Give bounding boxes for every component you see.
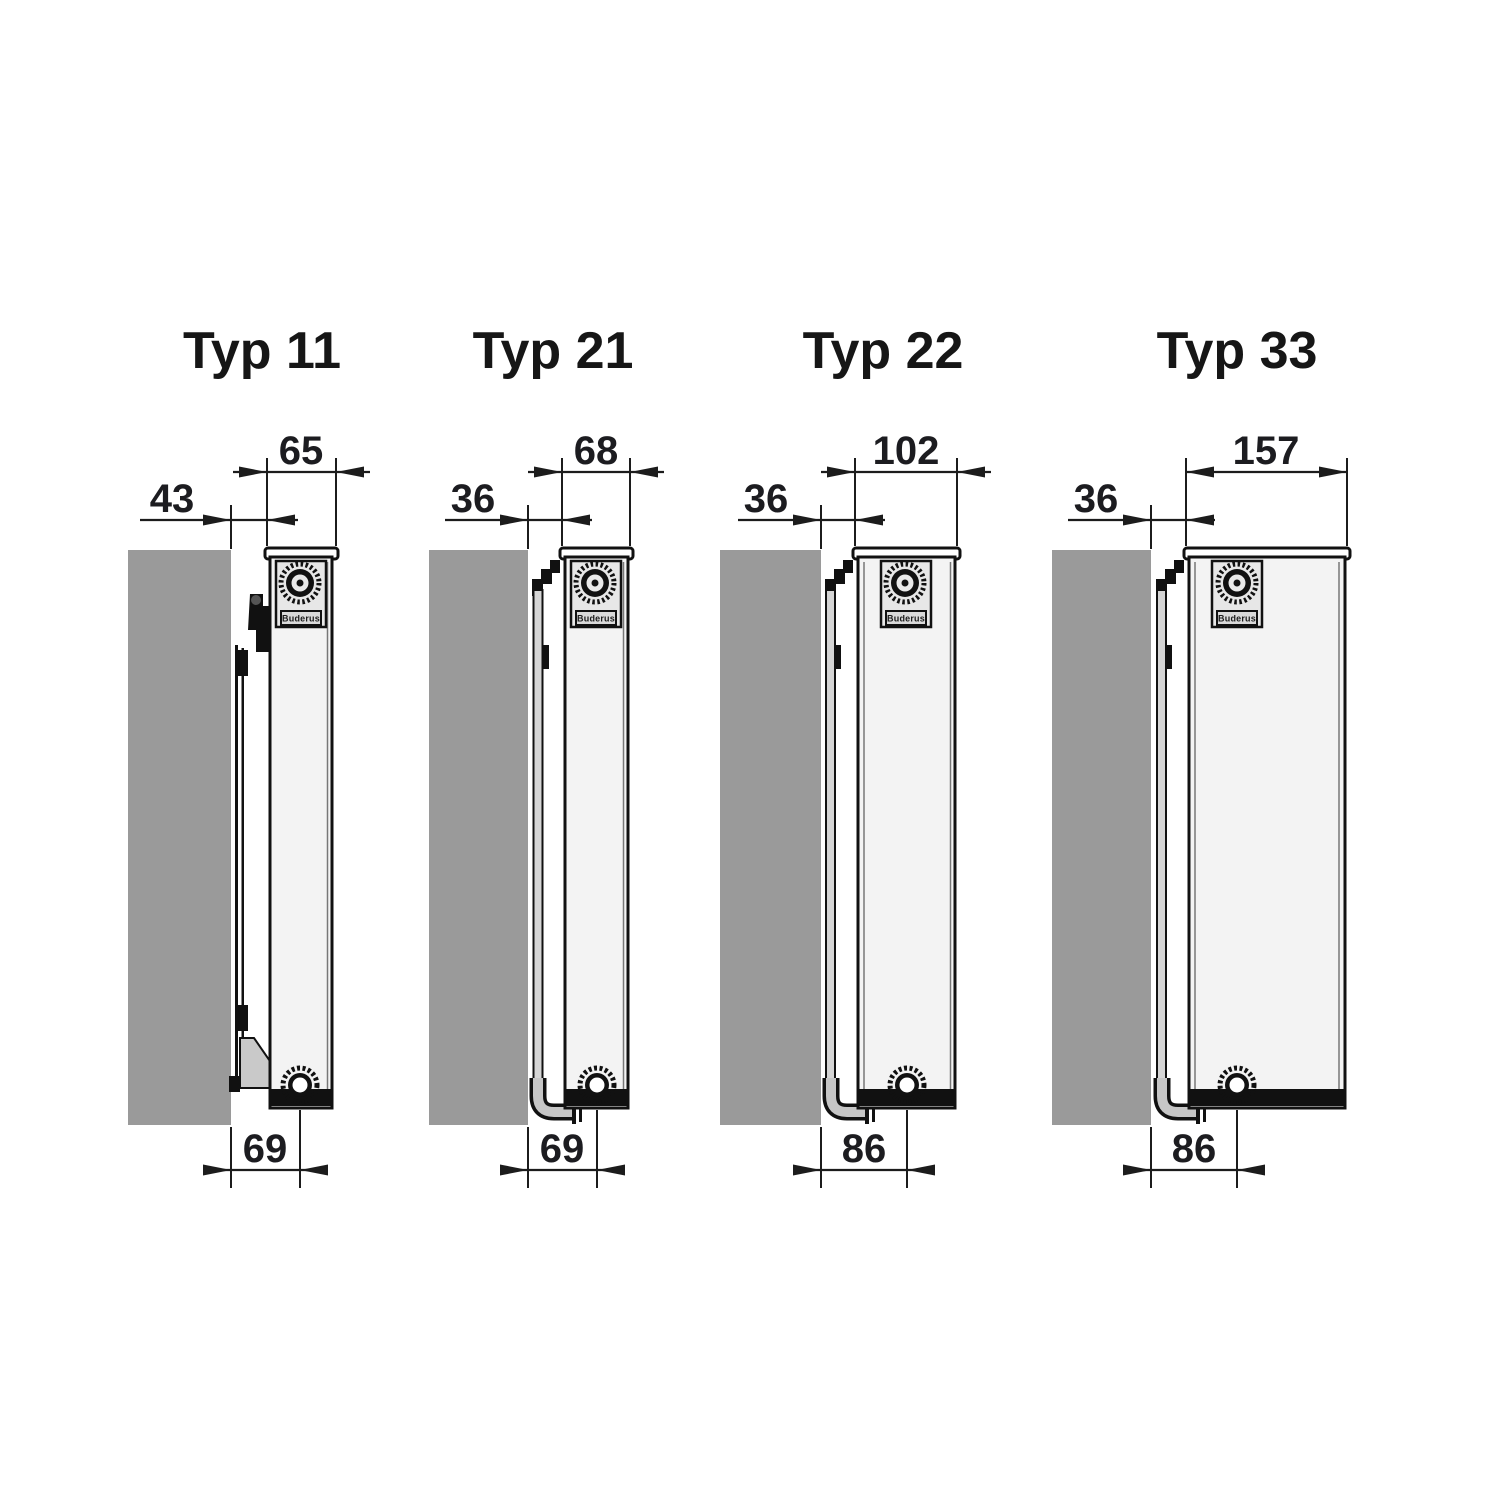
brand-plate (1216, 610, 1258, 626)
dim-arrow (855, 514, 883, 526)
dim-wall-offset: 43 (140, 477, 298, 549)
bottom-bracket-foot (239, 1037, 273, 1089)
figure-title: Typ 22 (803, 322, 964, 380)
dim-label-top-width: 102 (873, 429, 940, 473)
brand-label: Buderus (282, 614, 320, 624)
thermostat-valve-icon (278, 561, 322, 605)
wall (1052, 550, 1151, 1125)
dim-bottom-offset: 86 (1123, 1110, 1265, 1188)
dim-label-wall-offset: 36 (1074, 477, 1119, 521)
rear-panel-strip (1156, 589, 1167, 1091)
dim-bottom-offset: 86 (793, 1110, 935, 1188)
dim-arrow (500, 514, 528, 526)
dim-arrow (793, 1164, 821, 1176)
rear-panel-strip (532, 589, 544, 1091)
pipe-connection-icon (577, 1065, 617, 1105)
dim-arrow (534, 466, 562, 478)
bottom-elbow-pipe (529, 1078, 582, 1124)
dim-arrow (597, 1164, 625, 1176)
dim-bottom-offset: 69 (500, 1110, 625, 1188)
dim-arrow (1186, 466, 1214, 478)
pipe-connection-icon (280, 1065, 320, 1105)
dim-arrow (1123, 514, 1151, 526)
wall (429, 550, 528, 1125)
dim-arrow (239, 466, 267, 478)
figure-title: Typ 33 (1157, 322, 1318, 380)
dim-wall-offset: 36 (1068, 477, 1215, 549)
dim-label-bottom-offset: 69 (540, 1127, 585, 1171)
dim-arrow (500, 1164, 528, 1176)
brand-plate (575, 610, 617, 626)
dim-arrow (1319, 466, 1347, 478)
figure-typ-21: Typ 21 Bude (429, 322, 664, 1188)
dim-arrow (203, 514, 231, 526)
figure-typ-33: Typ 33 (1052, 322, 1352, 1188)
dim-arrow (562, 514, 590, 526)
dim-label-wall-offset: 43 (150, 477, 195, 521)
radiator: Buderus (851, 546, 962, 1110)
dim-wall-offset: 36 (738, 477, 885, 549)
bottom-edge-band (1189, 1089, 1345, 1106)
radiator-body (563, 555, 630, 1110)
figure-typ-22: Typ 22 (720, 322, 991, 1188)
wall-bracket (229, 594, 273, 1092)
bottom-elbow-pipe (1153, 1078, 1206, 1124)
figure-title: Typ 21 (473, 322, 634, 380)
wall (128, 550, 231, 1125)
dim-label-wall-offset: 36 (744, 477, 789, 521)
brand-label: Buderus (887, 614, 925, 624)
brand-label: Buderus (1218, 614, 1256, 624)
dim-top-width: 68 (528, 429, 664, 546)
dim-arrow (1237, 1164, 1265, 1176)
pipe-connection-icon (887, 1065, 927, 1105)
pipe-connection-icon (1217, 1065, 1257, 1105)
radiator: Buderus (1182, 546, 1352, 1110)
dim-arrow (827, 466, 855, 478)
dim-label-bottom-offset: 86 (1172, 1127, 1217, 1171)
dim-arrow (907, 1164, 935, 1176)
dim-top-width: 157 (1185, 429, 1348, 546)
bottom-elbow-pipe (822, 1078, 875, 1124)
dim-label-top-width: 157 (1233, 429, 1300, 473)
dim-label-top-width: 68 (574, 429, 619, 473)
dim-label-bottom-offset: 86 (842, 1127, 887, 1171)
dim-arrow (630, 466, 658, 478)
brand-plate (280, 610, 322, 626)
figure-title: Typ 11 (183, 322, 341, 380)
dim-arrow (957, 466, 985, 478)
wall (720, 550, 821, 1125)
bottom-edge-band (858, 1089, 955, 1106)
dim-top-width: 102 (821, 429, 991, 546)
dim-wall-offset: 36 (445, 477, 592, 549)
radiator-body (268, 555, 334, 1110)
radiator: Buderus (263, 546, 340, 1110)
radiator-body (856, 555, 957, 1110)
brand-label: Buderus (577, 614, 615, 624)
radiator-body (1187, 555, 1347, 1110)
thermostat-valve-icon (1215, 561, 1259, 605)
radiator: Buderus (558, 546, 635, 1110)
dim-arrow (336, 466, 364, 478)
dim-bottom-offset: 69 (203, 1110, 328, 1188)
dim-label-wall-offset: 36 (451, 477, 496, 521)
dim-arrow (203, 1164, 231, 1176)
figure-typ-11: Typ 11 Buderus (128, 322, 370, 1188)
brand-plate (885, 610, 927, 626)
dim-arrow (1123, 1164, 1151, 1176)
rear-panel-strip (825, 589, 836, 1091)
dim-arrow (300, 1164, 328, 1176)
dim-arrow (1186, 514, 1214, 526)
dim-arrow (267, 514, 295, 526)
dim-label-top-width: 65 (279, 429, 324, 473)
dim-arrow (793, 514, 821, 526)
dim-label-bottom-offset: 69 (243, 1127, 288, 1171)
thermostat-valve-icon (573, 561, 617, 605)
thermostat-valve-icon (883, 561, 927, 605)
dim-top-width: 65 (233, 429, 370, 546)
